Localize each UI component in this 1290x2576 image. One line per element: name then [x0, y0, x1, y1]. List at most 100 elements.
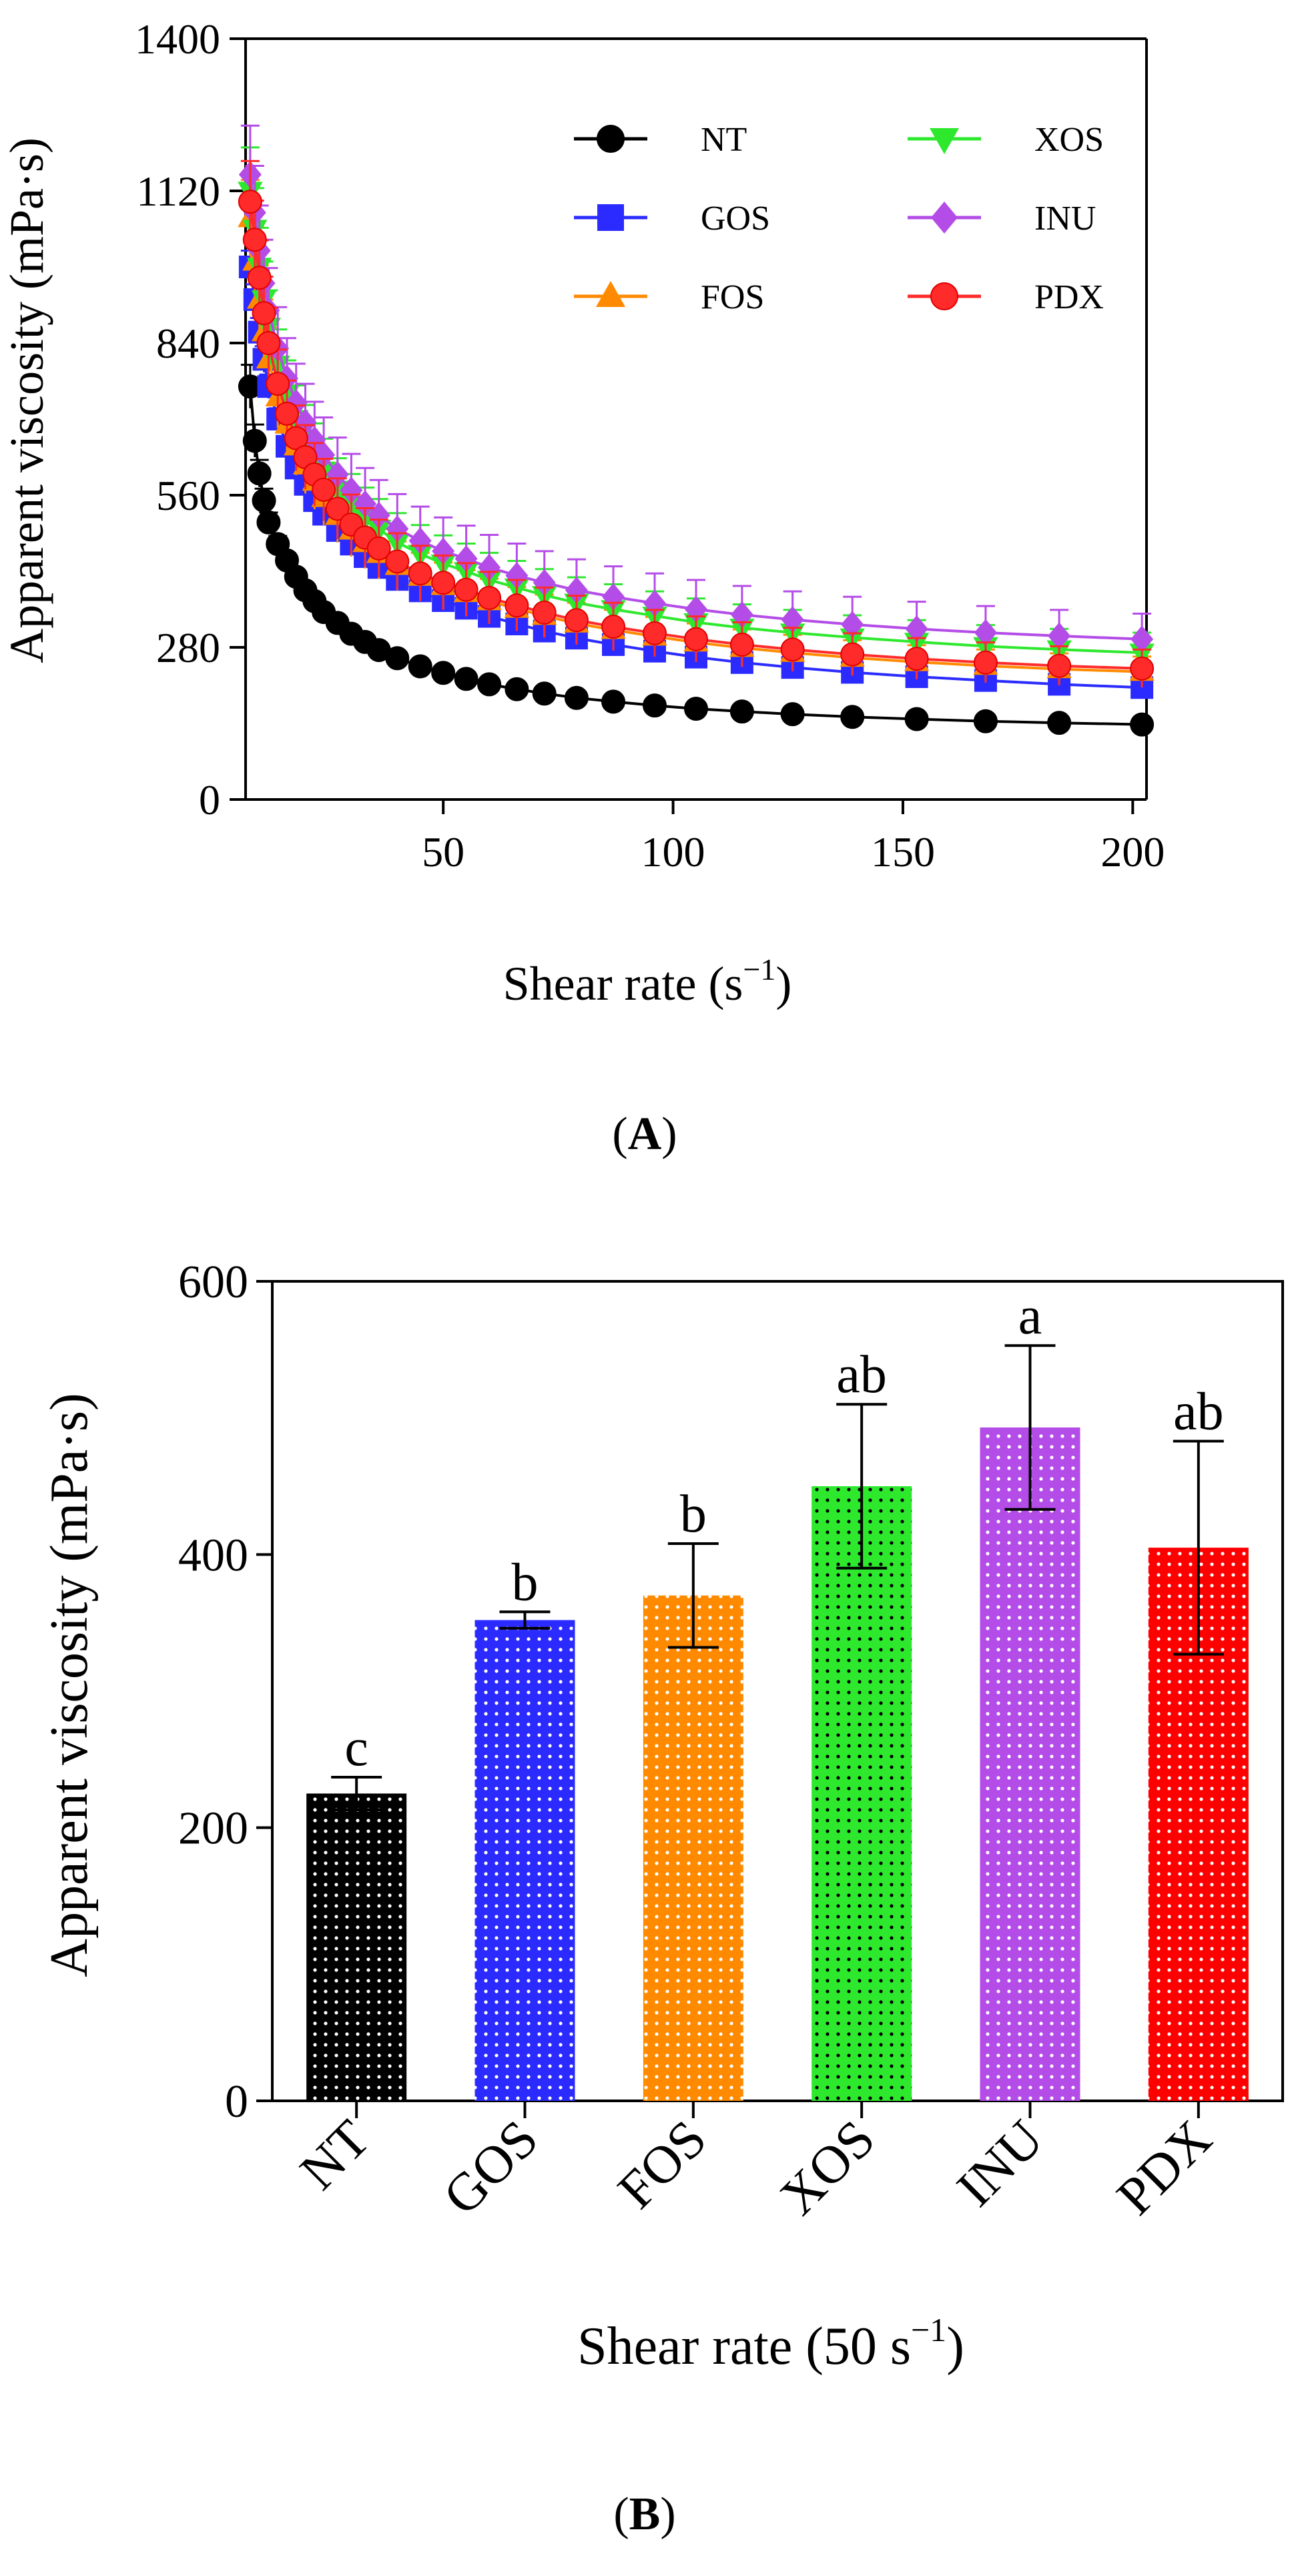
panel-a-y-axis-label: Apparent viscosity (mPa·s) — [0, 137, 53, 663]
data-point-inu — [1131, 625, 1154, 653]
data-point-inu — [974, 619, 997, 647]
significance-letter-pdx: ab — [1173, 1382, 1224, 1441]
data-point-nt — [454, 667, 478, 691]
panel-a-y-tick-label: 560 — [156, 472, 220, 519]
panel-a-line-chart: 0 280 560 840 1120 1400 50 100 150 200 NT GOS FOS XO… — [0, 15, 1165, 1160]
data-point-nt — [242, 428, 267, 453]
data-point-nt — [643, 693, 667, 718]
x-tick-label-nt: NT — [289, 2110, 381, 2202]
data-point-nt — [684, 697, 708, 721]
panel-b-bars-group: c NT b GOS b FOS ab XOS a INU ab PDX — [289, 1287, 1249, 2226]
legend-marker-pdx — [930, 282, 958, 310]
data-point-inu — [408, 527, 432, 555]
series-pdx — [238, 159, 1155, 688]
significance-letter-gos: b — [512, 1553, 539, 1612]
panel-a-x-axis-label-superscript: −1 — [743, 952, 775, 986]
data-point-nt — [840, 705, 865, 729]
panel-a-label-close-paren: ) — [661, 1108, 677, 1160]
series-inu — [238, 124, 1154, 665]
data-point-pdx — [247, 266, 272, 290]
panel-a-x-axis-label-tail: ) — [775, 957, 791, 1010]
data-point-inu — [454, 545, 478, 573]
panel-a-legend: NT GOS FOS XOS INU PDX — [574, 121, 1104, 316]
data-point-inu — [781, 606, 804, 633]
panel-b-y-tick-label: 400 — [178, 1530, 248, 1581]
data-point-inu — [1048, 622, 1071, 650]
data-point-pdx — [780, 637, 805, 662]
panel-a-panel-label: (A) — [612, 1108, 677, 1160]
data-point-inu — [841, 611, 864, 639]
panel-a-x-axis-label: Shear rate (s−1) — [503, 952, 792, 1010]
panel-a-x-tick-label: 50 — [422, 828, 464, 876]
x-tick-label-fos: FOS — [607, 2110, 718, 2220]
legend-marker-gos — [597, 204, 624, 231]
x-tick-label-inu: INU — [946, 2110, 1054, 2218]
data-point-inu — [565, 577, 588, 604]
data-point-nt — [532, 681, 557, 706]
legend-marker-xos — [930, 128, 959, 154]
data-point-nt — [729, 699, 754, 724]
panel-b-bar-chart: 0 200 400 600 c NT b GOS b FOS ab XOS a INU ab PDX App… — [40, 1257, 1284, 2540]
data-point-inu — [505, 562, 529, 589]
data-point-pdx — [505, 593, 529, 618]
panel-b-y-axis-label: Apparent viscosity (mPa·s) — [40, 1393, 99, 1977]
data-point-inu — [340, 476, 363, 505]
legend-label-gos: GOS — [701, 200, 770, 238]
significance-letter-fos: b — [680, 1485, 707, 1544]
data-point-pdx — [242, 228, 267, 252]
data-point-nt — [904, 707, 929, 731]
data-point-pdx — [904, 647, 929, 671]
data-point-pdx — [366, 536, 391, 561]
data-point-nt — [252, 489, 276, 513]
significance-letter-nt: c — [344, 1718, 368, 1777]
data-point-pdx — [532, 600, 557, 625]
data-point-nt — [564, 685, 589, 710]
data-point-inu — [432, 537, 455, 565]
panel-b-x-axis-label: Shear rate (50 s−1) — [577, 2311, 964, 2376]
data-point-pdx — [312, 477, 336, 502]
panel-b-x-axis-label-main: Shear rate (50 s — [577, 2317, 911, 2376]
panel-b-y-tick-label: 0 — [225, 2076, 248, 2128]
data-point-nt — [256, 510, 281, 535]
panel-b-y-tick-label: 200 — [178, 1803, 248, 1855]
x-tick-label-pdx: PDX — [1106, 2110, 1223, 2226]
data-point-pdx — [454, 577, 478, 602]
data-point-nt — [780, 702, 805, 727]
legend-marker-inu — [931, 202, 958, 234]
legend-label-fos: FOS — [701, 278, 764, 316]
legend-label-xos: XOS — [1034, 121, 1104, 159]
data-point-pdx — [431, 571, 456, 595]
data-point-nt — [1130, 712, 1155, 737]
panel-b-x-axis-label-superscript: −1 — [911, 2311, 946, 2348]
data-point-pdx — [564, 608, 589, 633]
data-point-pdx — [256, 331, 281, 355]
data-point-inu — [312, 441, 336, 469]
panel-b-frame — [271, 1280, 1284, 2102]
panel-b-label-close-paren: ) — [660, 2489, 675, 2540]
bar-dots-nt — [306, 1793, 407, 2101]
x-tick-label-xos: XOS — [769, 2110, 886, 2226]
bar-dots-fos — [643, 1595, 743, 2101]
data-point-pdx — [266, 372, 290, 396]
data-point-inu — [905, 615, 928, 643]
panel-b-panel-label: (B) — [613, 2489, 675, 2540]
panel-a-x-tick-label: 100 — [641, 828, 705, 876]
data-point-pdx — [238, 190, 262, 214]
panel-a-y-tick-label: 0 — [199, 776, 220, 824]
panel-a-y-tick-label: 840 — [156, 320, 220, 367]
data-point-inu — [478, 553, 501, 581]
legend-marker-fos — [596, 281, 625, 307]
panel-a-label-letter: A — [628, 1108, 662, 1160]
bar-dots-gos — [474, 1620, 575, 2101]
data-point-nt — [477, 672, 502, 697]
bar-dots-xos — [812, 1486, 912, 2101]
panel-a-y-tick-label: 1400 — [135, 15, 220, 63]
panel-b-x-axis-label-tail: ) — [946, 2317, 964, 2376]
data-point-pdx — [408, 561, 432, 586]
data-point-pdx — [973, 650, 998, 675]
data-point-pdx — [643, 621, 667, 645]
data-point-nt — [431, 661, 456, 685]
panel-a-axes: 0 280 560 840 1120 1400 50 100 150 200 — [135, 15, 1165, 876]
panel-a-x-tick-label: 150 — [871, 828, 935, 876]
panel-a-y-tick-label: 280 — [156, 624, 220, 671]
